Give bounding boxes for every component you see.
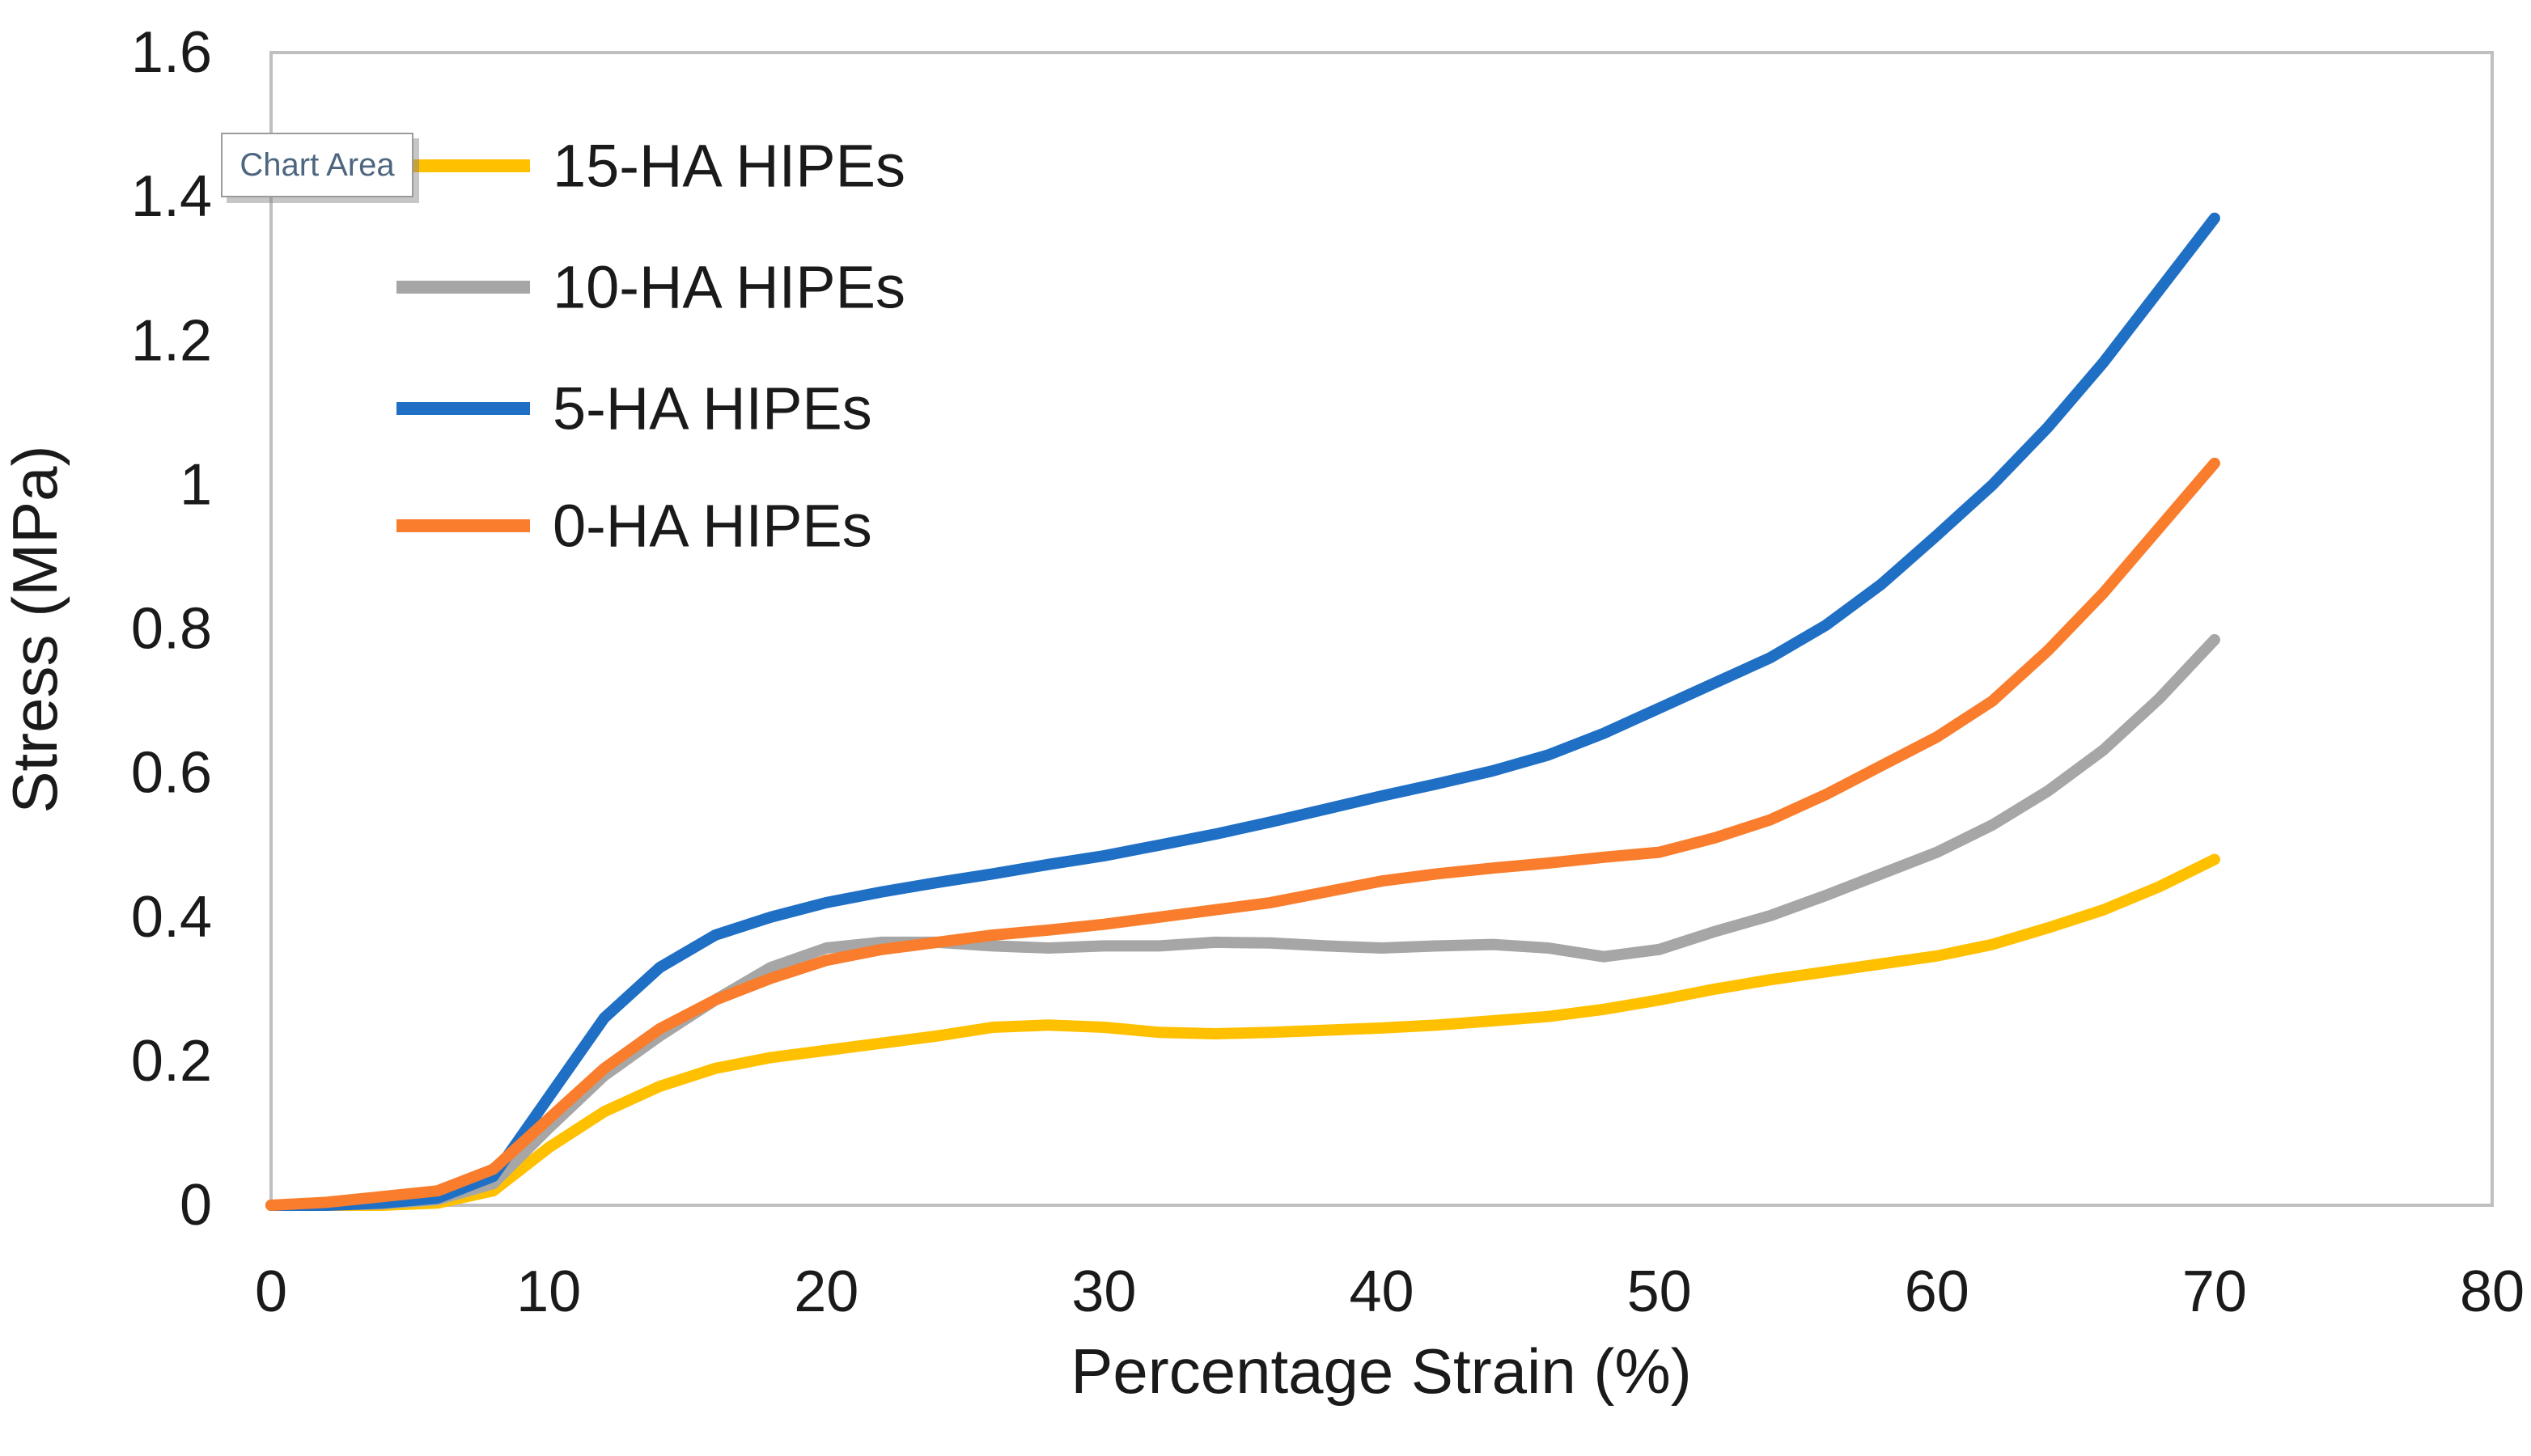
y-axis-title: Stress (MPa)	[0, 445, 70, 813]
y-tick-label: 0.8	[131, 597, 212, 662]
y-tick-label: 1.6	[131, 20, 212, 85]
chart-area-tooltip: Chart Area	[221, 133, 413, 197]
plot-border	[269, 51, 2494, 1207]
y-tick-label: 0.6	[131, 741, 212, 806]
legend: 15-HA HIPEs 10-HA HIPEs 5-HA HIPEs 0-HA HIP…	[396, 133, 905, 560]
series-line-5-ha-hipes[interactable]	[265, 212, 2220, 1211]
y-tick-label: 0	[180, 1173, 212, 1238]
x-tick-label: 30	[1071, 1259, 1136, 1324]
legend-label: 0-HA HIPEs	[553, 493, 872, 560]
x-tick-label: 80	[2460, 1259, 2525, 1324]
y-axis-tick-labels: 0 0.2 0.4 0.6 0.8 1 1.2 1.4 1.6	[131, 20, 212, 1238]
x-tick-label: 70	[2182, 1259, 2247, 1324]
y-tick-label: 1.4	[131, 164, 212, 229]
series-line-0-ha-hipes[interactable]	[265, 457, 2220, 1211]
y-tick-label: 1.2	[131, 308, 212, 373]
series-line-15-ha-hipes[interactable]	[265, 853, 2220, 1211]
legend-entry[interactable]: 10-HA HIPEs	[396, 254, 905, 321]
legend-entry[interactable]: 15-HA HIPEs	[396, 133, 905, 200]
series-lines	[265, 212, 2220, 1211]
x-axis-tick-labels: 0 10 20 30 40 50 60 70 80	[255, 1259, 2525, 1324]
x-axis-title: Percentage Strain (%)	[1070, 1335, 1691, 1407]
legend-label: 10-HA HIPEs	[553, 254, 905, 321]
x-tick-label: 40	[1349, 1259, 1414, 1324]
x-tick-label: 50	[1627, 1259, 1692, 1324]
series-line-10-ha-hipes[interactable]	[265, 633, 2220, 1211]
x-tick-label: 10	[516, 1259, 581, 1324]
legend-label: 15-HA HIPEs	[553, 133, 905, 200]
y-tick-label: 1	[180, 452, 212, 517]
legend-entry[interactable]: 5-HA HIPEs	[396, 375, 872, 442]
legend-entry[interactable]: 0-HA HIPEs	[396, 493, 872, 560]
legend-label: 5-HA HIPEs	[553, 375, 872, 442]
x-tick-label: 60	[1905, 1259, 1969, 1324]
x-tick-label: 0	[255, 1259, 287, 1324]
chart-area-tooltip-label: Chart Area	[240, 146, 395, 183]
y-tick-label: 0.4	[131, 885, 212, 950]
x-tick-label: 20	[794, 1259, 859, 1324]
y-tick-label: 0.2	[131, 1029, 212, 1094]
